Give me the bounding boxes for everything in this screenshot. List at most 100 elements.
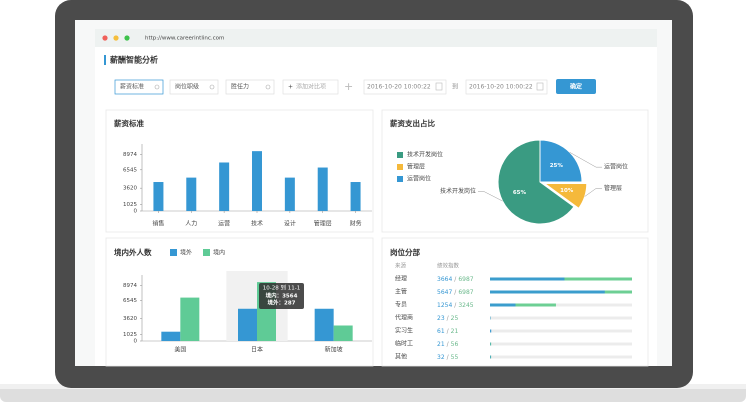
- value-bar: [490, 291, 605, 294]
- value-bar: [490, 304, 515, 307]
- start-date: 2016-10-20 10:00:22: [367, 84, 431, 91]
- filter-tag-label: 薪资标准: [120, 83, 144, 91]
- x-tick-label: 销售: [152, 220, 164, 228]
- value: 5647: [437, 289, 452, 296]
- range-word: 到: [452, 84, 458, 91]
- y-tick-label: 3620: [123, 186, 137, 192]
- value: 21: [437, 341, 445, 348]
- track: [490, 317, 632, 320]
- window-dot: [102, 35, 107, 40]
- track: [490, 330, 632, 333]
- window-dot: [124, 35, 129, 40]
- filter-tag-label: 岗位职级: [175, 83, 199, 91]
- legend-swatch: [397, 176, 403, 182]
- row-value: 1254/3245: [437, 302, 474, 309]
- bar: [318, 168, 328, 211]
- value: 32: [437, 354, 445, 361]
- total: 56: [451, 341, 459, 348]
- value: 61: [437, 328, 445, 335]
- add-icon: +: [288, 84, 293, 91]
- row-value: 23/25: [437, 315, 458, 322]
- panel: [106, 110, 373, 232]
- total: 6987: [458, 276, 473, 283]
- row-value: 61/21: [437, 328, 458, 335]
- x-tick-label: 设计: [284, 220, 296, 228]
- value: 3664: [437, 276, 452, 283]
- bar: [180, 298, 199, 341]
- value: 23: [437, 315, 445, 322]
- panel: [382, 238, 648, 366]
- bar: [186, 178, 196, 211]
- y-tick-label: 1025: [123, 332, 137, 338]
- page-title: 薪酬智能分析: [110, 55, 158, 65]
- value: 1254: [437, 302, 452, 309]
- total: 3245: [458, 302, 473, 309]
- column-header: 绩效指数: [437, 262, 460, 270]
- row-name: 实习生: [395, 327, 413, 335]
- bar: [285, 178, 295, 211]
- bar: [315, 309, 334, 341]
- end-date: 2016-10-20 10:00:22: [469, 84, 533, 91]
- legend-label: 技术开发岗位: [407, 151, 443, 159]
- bar: [238, 309, 257, 341]
- confirm-label: 确定: [570, 83, 582, 91]
- row-name: 其他: [395, 353, 407, 361]
- row-value: 21/56: [437, 341, 458, 348]
- panel-title: 薪资支出占比: [390, 118, 435, 128]
- y-tick-label: 6545: [123, 167, 137, 173]
- row-value: 32/55: [437, 354, 458, 361]
- window-dot: [113, 35, 118, 40]
- plus-icon: +: [344, 80, 353, 93]
- value-bar: [490, 278, 564, 281]
- legend-label: 管理层: [407, 163, 425, 171]
- slice-name: 管理层: [604, 184, 622, 192]
- track: [490, 343, 632, 346]
- slice-label: 65%: [513, 190, 527, 196]
- x-tick-label: 财务: [350, 220, 362, 228]
- slice-label: 25%: [550, 163, 564, 169]
- legend-label: 境外: [180, 249, 192, 257]
- title-marker: [104, 55, 106, 65]
- bar: [334, 326, 353, 342]
- track: [490, 356, 632, 359]
- y-tick-label: 0: [134, 209, 138, 215]
- x-tick-label: 人力: [185, 220, 197, 228]
- slice-name: 技术开发岗位: [440, 187, 476, 195]
- bar: [219, 162, 229, 211]
- slice-name: 运营岗位: [604, 163, 628, 171]
- total: 6987: [458, 289, 473, 296]
- legend-swatch: [397, 164, 403, 170]
- total: 55: [451, 354, 459, 361]
- x-tick-label: 技术: [251, 220, 263, 228]
- row-value: 5647/6987: [437, 289, 474, 296]
- bar: [252, 151, 262, 211]
- y-tick-label: 1025: [123, 202, 137, 208]
- row-name: 临时工: [395, 340, 413, 348]
- legend-swatch: [203, 249, 210, 256]
- y-tick-label: 0: [134, 339, 138, 345]
- row-name: 经理: [395, 275, 407, 283]
- tooltip-line: 境外：287: [268, 299, 296, 307]
- legend-label: 运营岗位: [407, 175, 431, 183]
- bar: [351, 182, 361, 211]
- y-tick-label: 8974: [123, 152, 137, 158]
- column-header: 来源: [395, 262, 407, 270]
- bar: [153, 182, 163, 211]
- legend-label: 境内: [213, 249, 225, 257]
- x-tick-label: 新加坡: [325, 346, 343, 354]
- value-bar: [490, 330, 491, 333]
- filter-tag-label: 胜任力: [231, 83, 249, 91]
- total: 21: [451, 328, 459, 335]
- panel-title: 境内外人数: [114, 247, 152, 257]
- add-label: 添加对比项: [296, 83, 326, 91]
- url: http://www.careerintlinc.com: [145, 36, 224, 42]
- y-tick-label: 3620: [123, 316, 137, 322]
- value-bar: [490, 356, 491, 359]
- panel-title: 岗位分部: [390, 247, 420, 257]
- x-tick-label: 管理层: [314, 220, 332, 228]
- tooltip-range: 10-28 到 11-1: [263, 285, 300, 292]
- legend-swatch: [170, 249, 177, 256]
- row-name: 代理商: [395, 314, 413, 322]
- row-value: 3664/6987: [437, 276, 474, 283]
